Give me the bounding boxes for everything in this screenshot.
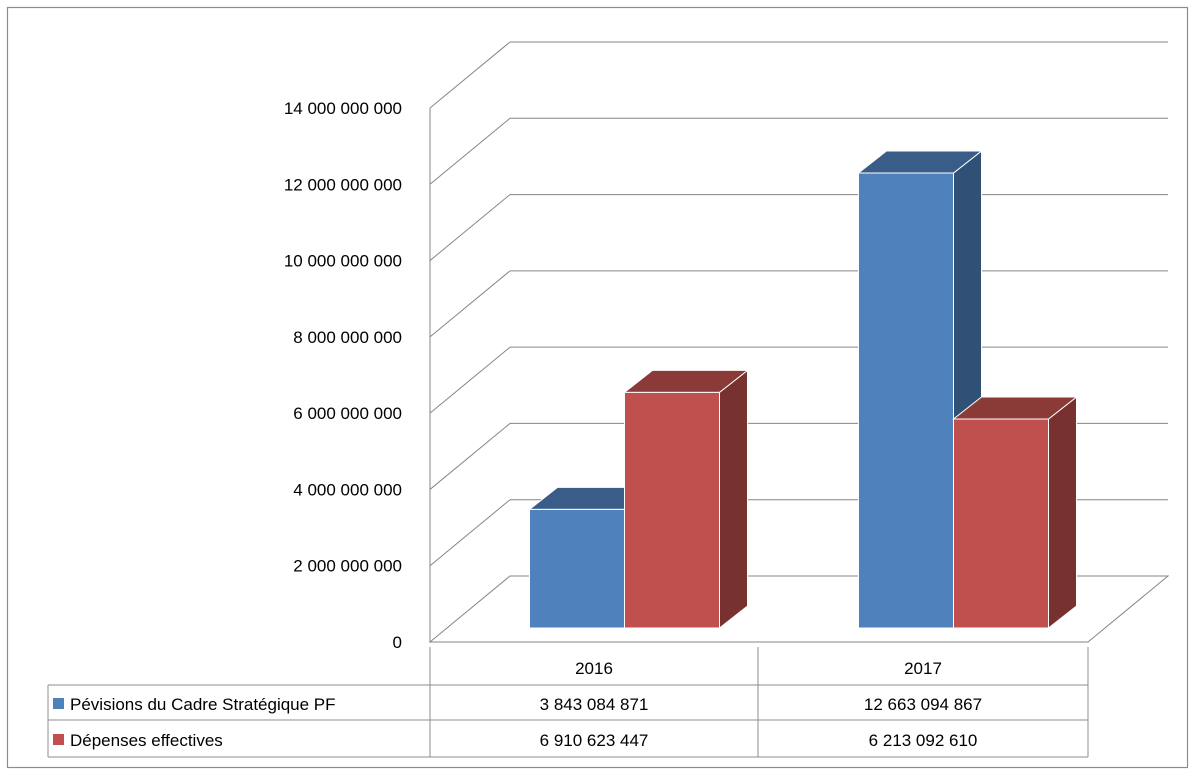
bar-front-face xyxy=(624,391,720,629)
y-tick-label: 0 xyxy=(393,633,402,652)
legend-label: Pévisions du Cadre Stratégique PF xyxy=(70,695,336,714)
side-gridline xyxy=(429,423,511,490)
side-gridline xyxy=(429,117,511,185)
floor-outline xyxy=(428,575,1170,643)
legend-swatch xyxy=(53,698,64,709)
y-tick-label: 12 000 000 000 xyxy=(284,175,402,194)
chart-walls xyxy=(428,108,1170,643)
y-tick-label: 2 000 000 000 xyxy=(293,557,402,576)
category-label: 2017 xyxy=(904,659,942,678)
category-label: 2016 xyxy=(575,659,613,678)
side-gridline xyxy=(429,270,511,338)
side-gridline xyxy=(429,194,511,261)
data-table: 2016 2017 Pévisions du Cadre Stratégique P… xyxy=(47,647,1089,758)
side-gridline xyxy=(429,346,511,414)
y-tick-label: 4 000 000 000 xyxy=(293,480,402,499)
data-label: 6 910 623 447 xyxy=(540,731,649,750)
y-tick-label: 10 000 000 000 xyxy=(284,252,402,271)
y-tick-label: 8 000 000 000 xyxy=(293,328,402,347)
legend-label: Dépenses effectives xyxy=(70,731,223,750)
y-tick-label: 6 000 000 000 xyxy=(293,404,402,423)
bar-side-face xyxy=(719,369,748,630)
legend-swatch xyxy=(53,734,64,745)
data-label: 12 663 094 867 xyxy=(864,695,982,714)
bar-front-face xyxy=(529,508,625,629)
bar-1-0 xyxy=(857,149,983,630)
bar-0-1 xyxy=(623,369,749,630)
side-gridline xyxy=(429,499,511,567)
y-axis: 0 2 000 000 000 4 000 000 000 6 000 000 000… xyxy=(284,99,402,652)
data-label: 6 213 092 610 xyxy=(869,731,978,750)
bars xyxy=(528,149,1078,630)
bar-1-1 xyxy=(952,395,1078,630)
bar-front-face xyxy=(953,418,1049,629)
bar-front-face xyxy=(858,172,954,629)
chart-border xyxy=(6,6,1189,769)
y-tick-label: 14 000 000 000 xyxy=(284,99,402,118)
side-gridline xyxy=(429,41,511,109)
data-label: 3 843 084 871 xyxy=(540,695,649,714)
bar-side-face xyxy=(1048,395,1077,630)
gridlines xyxy=(429,41,1168,567)
